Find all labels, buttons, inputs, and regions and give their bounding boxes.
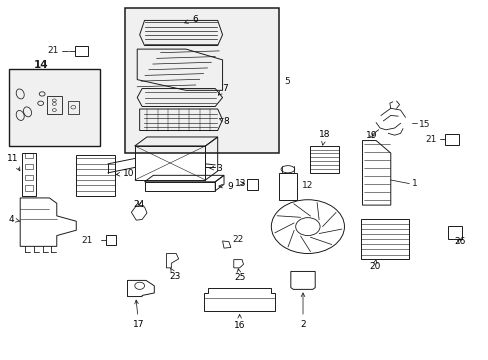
Text: 26: 26 (454, 237, 465, 246)
Text: 12: 12 (302, 181, 313, 190)
Bar (105, 235, 116, 245)
Bar (24, 185, 33, 191)
Bar (278, 173, 297, 200)
Bar (75, 45, 88, 56)
Bar (135, 146, 205, 180)
Text: 21: 21 (48, 46, 59, 55)
Text: 14: 14 (33, 60, 48, 70)
Text: 19: 19 (365, 131, 376, 140)
Text: 15: 15 (418, 120, 430, 129)
Text: 6: 6 (184, 15, 197, 24)
Text: 3: 3 (210, 164, 222, 173)
Text: 2: 2 (300, 293, 305, 329)
Bar (21, 153, 36, 196)
Text: 25: 25 (233, 269, 245, 282)
Bar (68, 101, 79, 114)
Text: 4: 4 (9, 215, 20, 224)
Text: 7: 7 (218, 84, 227, 95)
Bar (310, 146, 338, 173)
Bar (125, 8, 278, 153)
Bar (76, 155, 115, 196)
Bar (9, 69, 100, 146)
Text: 21: 21 (425, 135, 436, 144)
Text: 11: 11 (7, 154, 20, 171)
Bar (47, 96, 61, 114)
Text: 18: 18 (319, 130, 330, 145)
Text: 22: 22 (232, 235, 244, 244)
Text: 8: 8 (219, 117, 228, 126)
Bar (24, 175, 33, 180)
Text: 10: 10 (116, 169, 134, 178)
Bar (144, 182, 215, 191)
Text: 13: 13 (234, 179, 246, 188)
Text: 21: 21 (81, 236, 92, 245)
Bar (360, 220, 408, 259)
Text: 20: 20 (368, 260, 380, 271)
Bar (24, 153, 33, 158)
Bar (247, 179, 258, 190)
Text: 5: 5 (284, 77, 290, 86)
Bar (24, 164, 33, 169)
Text: 1: 1 (411, 179, 417, 188)
Bar (445, 134, 458, 145)
Text: 9: 9 (219, 181, 232, 190)
Text: 17: 17 (133, 300, 144, 329)
Text: 23: 23 (169, 269, 181, 280)
Text: 24: 24 (133, 200, 144, 209)
Bar (447, 226, 461, 239)
Text: 16: 16 (233, 315, 245, 330)
